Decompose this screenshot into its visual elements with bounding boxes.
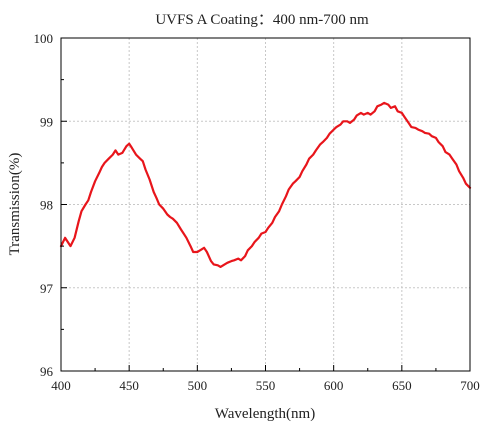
grid [61, 38, 470, 371]
x-tick-label: 500 [188, 378, 208, 393]
x-tick-label: 650 [392, 378, 412, 393]
x-tick-label: 400 [51, 378, 71, 393]
x-tick-labels: 400 450 500 550 600 650 700 [51, 378, 480, 393]
x-tick-label: 600 [324, 378, 344, 393]
y-tick-label: 99 [40, 114, 53, 129]
x-axis-label: Wavelength(nm) [215, 406, 315, 422]
series-line [59, 101, 472, 268]
series-layer [59, 101, 472, 268]
y-tick-label: 98 [40, 198, 53, 213]
y-tick-label: 97 [40, 281, 54, 296]
x-tick-label: 700 [460, 378, 480, 393]
chart-title: UVFS A Coating：400 nm-700 nm [155, 12, 369, 28]
ticks [60, 37, 471, 372]
y-tick-label: 100 [34, 31, 54, 46]
y-tick-label: 96 [40, 364, 54, 379]
y-tick-labels: 96 97 98 99 100 [34, 31, 54, 379]
x-tick-label: 450 [119, 378, 139, 393]
x-tick-label: 550 [256, 378, 276, 393]
y-axis-label: Transmission(%) [7, 153, 23, 256]
